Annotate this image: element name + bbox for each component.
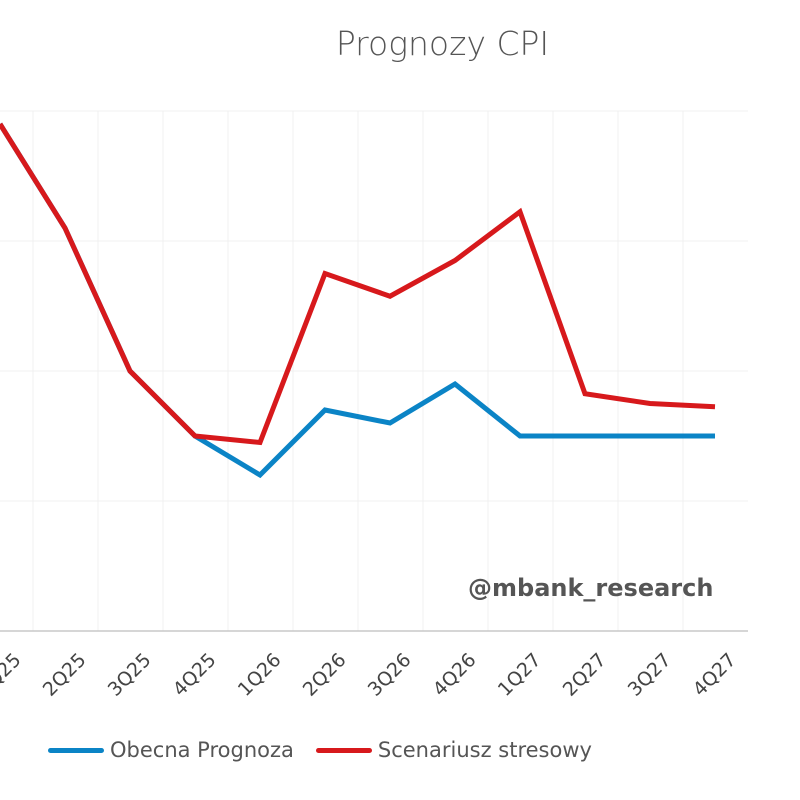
legend-label: Obecna Prognoza	[110, 738, 294, 762]
legend-swatch	[315, 747, 372, 753]
x-tick-label: 2Q25	[39, 649, 91, 701]
x-tick-label: 3Q26	[364, 649, 416, 701]
legend-label: Scenariusz stresowy	[377, 738, 592, 762]
legend-item-stres: Scenariusz stresowy	[315, 738, 592, 762]
x-tick-label: 4Q27	[689, 649, 741, 701]
x-tick-label: 4Q25	[169, 649, 221, 701]
x-tick-label: 4Q26	[429, 649, 481, 701]
x-tick-label: 2Q26	[299, 649, 351, 701]
legend-item-obecna: Obecna Prognoza	[48, 738, 294, 762]
legend: Obecna Prognoza Scenariusz stresowy	[48, 738, 592, 762]
x-tick-label: 1Q27	[494, 649, 546, 701]
x-tick-label: 1Q26	[234, 649, 286, 701]
x-tick-label: 1Q25	[0, 649, 26, 701]
x-tick-label: 2Q27	[559, 649, 611, 701]
x-tick-label: 3Q25	[104, 649, 156, 701]
watermark: @mbank_research	[468, 574, 714, 602]
x-tick-label: 3Q27	[624, 649, 676, 701]
legend-swatch	[48, 747, 104, 753]
chart-title: Prognozy CPI	[335, 24, 550, 63]
series-line-scenariusz-stresowy	[0, 122, 716, 446]
